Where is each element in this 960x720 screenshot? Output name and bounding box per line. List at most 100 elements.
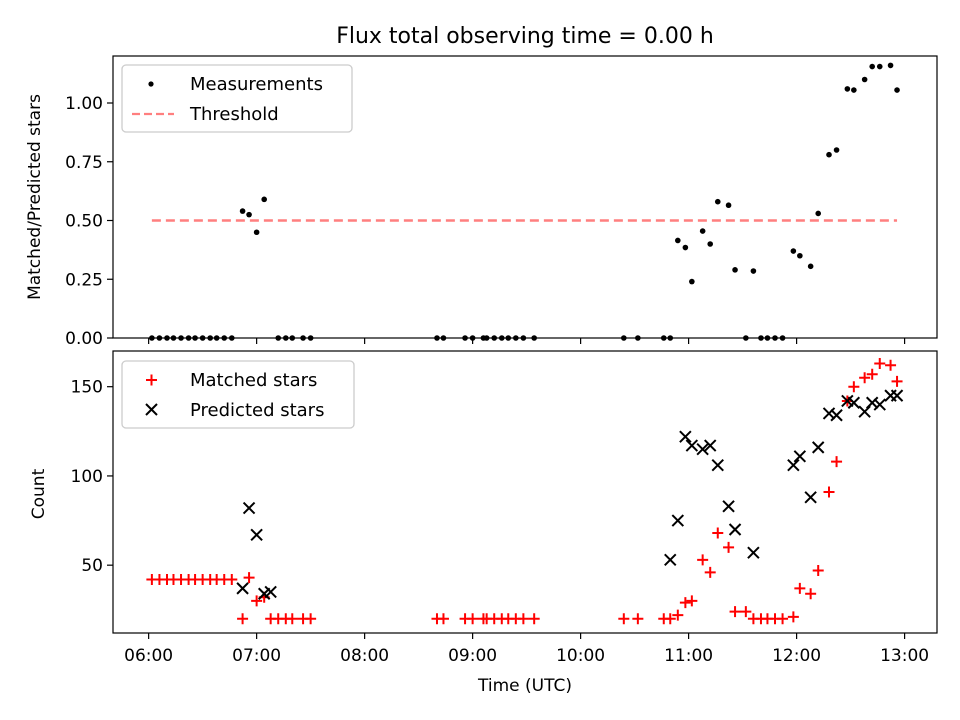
bottom-y-axis-label: Count (29, 468, 49, 519)
matched-stars-point (885, 359, 897, 371)
matched-stars-point (891, 375, 903, 387)
matched-stars-point (437, 613, 449, 625)
predicted-stars-point (250, 528, 263, 542)
matched-stars-point (866, 368, 878, 380)
matched-stars-point (226, 573, 238, 585)
x-axis-label: Time (UTC) (477, 676, 572, 696)
y-tick-label: 50 (81, 556, 103, 576)
predicted-stars-point (679, 430, 692, 443)
matched-stars-point (848, 381, 860, 393)
measurement-point (790, 248, 797, 254)
predicted-stars-point (264, 585, 277, 599)
legend-threshold-label: Threshold (189, 104, 279, 125)
measurement-point (261, 196, 267, 203)
predicted-stars-point (873, 398, 886, 411)
measurement-point (689, 278, 695, 285)
matched-stars-point (712, 527, 724, 539)
matched-stars-point (859, 372, 871, 384)
matched-stars-point (632, 613, 644, 625)
matched-stars-point (528, 613, 540, 625)
measurement-point (876, 63, 883, 70)
measurement-point (861, 76, 868, 83)
measurement-point (815, 210, 822, 217)
predicted-stars-point (671, 514, 685, 527)
matched-stars-point (704, 566, 716, 578)
top-y-axis-label: Matched/Predicted stars (25, 94, 45, 300)
measurement-point (253, 229, 260, 236)
matched-stars-point (697, 554, 709, 566)
predicted-stars-point (704, 439, 717, 452)
matched-stars-point (618, 613, 630, 625)
measurement-point (851, 87, 857, 93)
axes-frame (112, 55, 938, 339)
matched-stars-point (787, 611, 799, 623)
measurement-point (699, 228, 706, 234)
matched-stars-point (823, 486, 835, 498)
matched-stars-point (517, 613, 529, 625)
x-tick-label: 13:00 (880, 646, 929, 666)
predicted-stars-point (804, 491, 817, 504)
legend-predicted-label: Predicted stars (190, 400, 324, 421)
x-tick-label: 08:00 (340, 646, 389, 666)
predicted-stars-point (830, 409, 843, 422)
matched-stars-point (874, 357, 886, 369)
measurement-point (246, 211, 252, 218)
measurement-point (844, 86, 851, 92)
x-tick-label: 06:00 (124, 646, 173, 666)
top-legend-frame (121, 64, 353, 133)
matched-stars-point (729, 606, 741, 618)
predicted-stars-point (865, 396, 879, 409)
matched-stars-point (467, 613, 479, 625)
predicted-stars-point (890, 389, 904, 402)
predicted-stars-point (747, 546, 760, 559)
bottom-legend-frame (121, 360, 355, 429)
matched-stars-point (686, 595, 698, 607)
matched-stars-point (251, 595, 263, 607)
chart-title: Flux total observing time = 0.00 h (336, 24, 714, 49)
predicted-stars-point (793, 450, 807, 463)
axes-frame (112, 350, 938, 634)
measurement-point (675, 237, 681, 244)
matched-stars-point (237, 613, 249, 625)
measurement-point (833, 147, 840, 153)
matched-stars-point (794, 582, 806, 594)
measurement-point (239, 208, 246, 214)
measurement-point (725, 202, 732, 209)
legend-predicted-marker (145, 403, 158, 416)
y-tick-label: 0.75 (65, 153, 103, 173)
predicted-stars-point (242, 501, 256, 515)
legend-measurements-marker (148, 81, 154, 87)
legend-measurements-label: Measurements (190, 74, 323, 95)
matched-stars-point (305, 613, 317, 625)
y-tick-label: 0.00 (65, 329, 103, 349)
y-tick-label: 150 (71, 378, 103, 398)
measurement-point (894, 87, 900, 93)
predicted-stars-point (696, 442, 709, 456)
top-panel-measurements: 0.00 0.25 0.50 0.75 1.00 (65, 55, 938, 349)
measurement-point (732, 267, 738, 273)
measurement-point (707, 241, 714, 247)
matched-stars-point (777, 613, 789, 625)
y-tick-label: 0.50 (65, 212, 103, 232)
matched-stars-point (286, 613, 298, 625)
measurement-point (682, 244, 689, 251)
matched-stars-point (812, 565, 824, 577)
matched-stars-point (664, 613, 676, 625)
matched-stars-point (243, 572, 255, 584)
predicted-stars-point (685, 439, 699, 452)
top-legend: Measurements Threshold (121, 64, 353, 133)
predicted-stars-point (822, 407, 836, 420)
measurement-point (807, 263, 814, 270)
predicted-stars-point (722, 500, 735, 513)
x-tick-label: 10:00 (556, 646, 605, 666)
predicted-stars-point (847, 396, 861, 409)
measurement-point (797, 252, 803, 259)
bottom-panel-counts: 50 100 150 06:00 07:00 08:00 09:00 10:00 11:00 12… (71, 350, 938, 666)
y-tick-label: 1.00 (65, 94, 103, 114)
predicted-stars-point (787, 459, 800, 472)
matched-stars-point (831, 456, 843, 468)
measurement-point (714, 198, 721, 205)
predicted-stars-point (664, 553, 677, 567)
predicted-stars-point (811, 441, 825, 454)
